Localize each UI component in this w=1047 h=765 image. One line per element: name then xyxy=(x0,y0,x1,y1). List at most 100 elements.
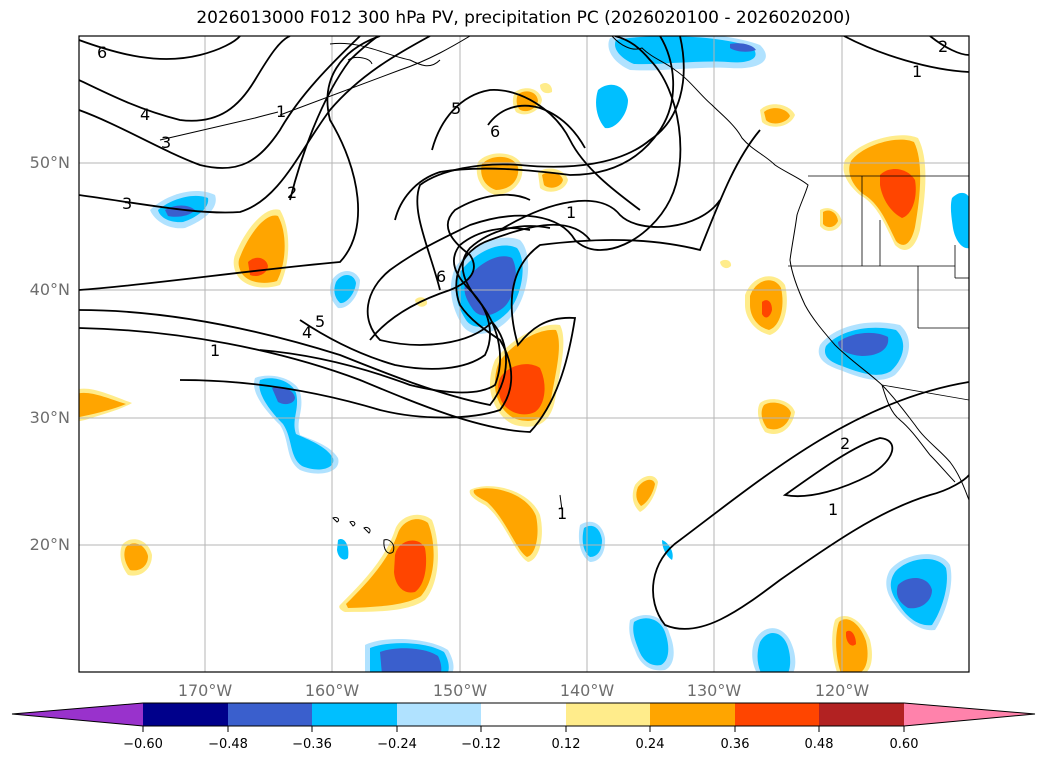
longitude-label: 140°W xyxy=(559,681,615,700)
longitude-label: 170°W xyxy=(177,681,233,700)
pv-contour-3 xyxy=(416,36,685,291)
contour-label: 2 xyxy=(287,183,297,202)
precip-positive-area xyxy=(636,479,655,506)
pv-contour-3 xyxy=(79,36,431,214)
north-america-coastline xyxy=(611,36,969,501)
precip-positive-area xyxy=(720,259,732,269)
pv-contour-6 xyxy=(487,104,586,149)
coastlines xyxy=(159,36,969,554)
latitude-label: 20°N xyxy=(29,535,70,554)
colorbar-tick-label: 0.12 xyxy=(551,737,581,752)
precip-positive-area xyxy=(79,393,126,418)
precip-positive-area xyxy=(498,364,545,415)
colorbar-segment xyxy=(312,703,397,726)
latitude-label: 30°N xyxy=(29,408,70,427)
colorbar-tick-label: −0.12 xyxy=(461,737,501,752)
contour-label: 5 xyxy=(451,99,461,118)
pv-contour-2 xyxy=(929,36,969,56)
colorbar-tick-label: −0.24 xyxy=(377,737,417,752)
contour-label: 3 xyxy=(161,133,171,152)
precip-positive-area xyxy=(836,619,868,672)
contour-label: 6 xyxy=(490,122,500,141)
contour-label: 4 xyxy=(302,323,312,342)
colorbar-tick-label: 0.48 xyxy=(804,737,834,752)
colorbar-tick-label: −0.48 xyxy=(208,737,248,752)
pv-contour-2 xyxy=(79,36,682,406)
island-coastline xyxy=(559,494,563,511)
precip-negative-area xyxy=(334,274,356,304)
precip-positive-area xyxy=(473,488,538,557)
hawaii-island-coastline xyxy=(349,521,356,527)
colorbar-tick-label: 0.24 xyxy=(635,737,665,752)
colorbar-segment xyxy=(650,703,735,726)
pv-contour-5 xyxy=(431,89,641,211)
precip-positive-area xyxy=(761,402,791,430)
alaska-coastline xyxy=(279,36,471,116)
contour-label: 1 xyxy=(557,504,567,523)
island-coastline xyxy=(329,42,441,67)
longitude-label: 150°W xyxy=(432,681,488,700)
precip-negative-area xyxy=(730,43,756,52)
contour-label: 1 xyxy=(566,203,576,222)
colorbar-ticks xyxy=(142,726,905,732)
precip-positive-area xyxy=(540,82,553,94)
colorbar-segment xyxy=(819,703,904,726)
hawaii-island-coastline xyxy=(363,527,371,534)
precip-positive-area xyxy=(762,300,772,318)
contour-label: 1 xyxy=(210,341,220,360)
contour-label: 2 xyxy=(840,434,850,453)
pv-contour-4 xyxy=(394,36,675,221)
baja-california-coastline xyxy=(881,384,956,483)
contour-label: 3 xyxy=(122,194,132,213)
colorbar-segment xyxy=(228,703,312,726)
precip-positive-area xyxy=(846,630,856,646)
pv-contour-2 xyxy=(782,437,894,497)
contour-label: 4 xyxy=(140,105,150,124)
precip-negative-area xyxy=(272,386,295,405)
contour-label: 5 xyxy=(315,312,325,331)
aleutian-islands-coastline xyxy=(159,111,279,141)
contour-label: 1 xyxy=(276,102,286,121)
precip-positive-area xyxy=(823,210,838,228)
colorbar-tick-label: 0.36 xyxy=(720,737,750,752)
colorbar-segment xyxy=(481,703,566,726)
contour-label: 2 xyxy=(938,37,948,56)
pv-contour-1 xyxy=(79,36,381,291)
colorbar-segment xyxy=(566,703,650,726)
longitude-label: 130°W xyxy=(686,681,742,700)
precip-negative-area xyxy=(337,539,349,560)
pv-contours xyxy=(79,36,969,630)
precip-negative-area xyxy=(633,618,669,666)
precip-negative-area xyxy=(838,332,889,356)
contour-label: 6 xyxy=(436,267,446,286)
contour-label: 1 xyxy=(912,62,922,81)
pv-contour-6 xyxy=(79,36,241,60)
precip-negative-area xyxy=(596,84,628,129)
pv-contour-1 xyxy=(652,381,969,630)
pv-contour-2 xyxy=(289,36,379,201)
colorbar-extend-left xyxy=(12,703,143,726)
pv-contour-3 xyxy=(179,223,591,419)
longitude-label: 160°W xyxy=(304,681,360,700)
colorbar-segment xyxy=(397,703,481,726)
pv-contour-6 xyxy=(369,193,531,341)
hawaii-island-coastline xyxy=(332,517,340,523)
pv-contour-1 xyxy=(499,199,721,231)
pv-contour-5 xyxy=(299,227,531,370)
precip-positive-area xyxy=(124,543,148,571)
colorbar-tick-label: −0.36 xyxy=(292,737,332,752)
longitude-label: 120°W xyxy=(814,681,870,700)
latitude-label: 50°N xyxy=(29,153,70,172)
precip-negative-area xyxy=(380,648,442,672)
colorbar-tick-label: 0.60 xyxy=(889,737,919,752)
precip-positive-area xyxy=(880,168,916,218)
colorbar-segment xyxy=(143,703,228,726)
colorbar-tick-label: −0.60 xyxy=(123,737,163,752)
contour-label: 6 xyxy=(97,43,107,62)
hawaii-island-coastline xyxy=(383,539,395,554)
colorbar xyxy=(11,702,1036,732)
precip-positive-area xyxy=(394,540,427,593)
pv-contour-1 xyxy=(843,36,969,73)
precipitation-shading xyxy=(79,36,969,672)
pv-contour-5 xyxy=(79,36,291,122)
